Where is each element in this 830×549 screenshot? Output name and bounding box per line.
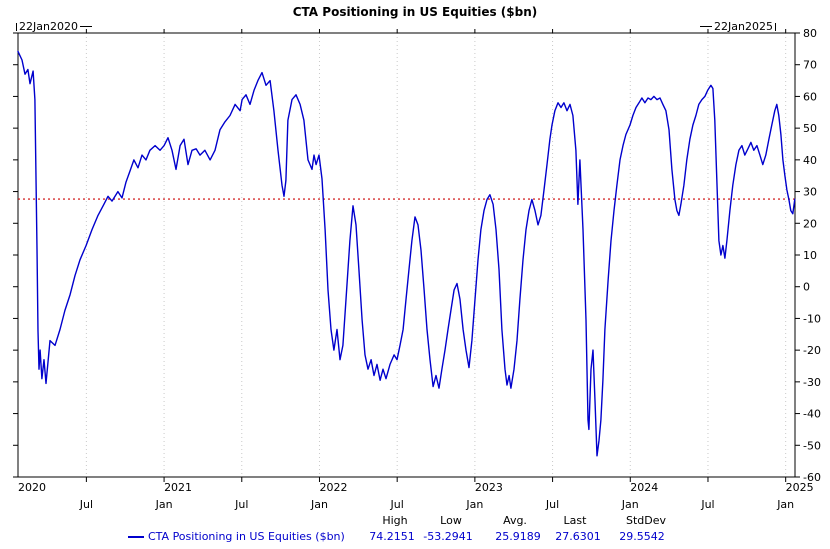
stat-header-avg: Avg.	[503, 514, 527, 527]
end-date-tick-mark	[774, 22, 776, 31]
plot-frame	[17, 32, 796, 478]
svg-text:Jul: Jul	[234, 498, 248, 511]
svg-text:70: 70	[803, 59, 817, 72]
svg-text:Jan: Jan	[465, 498, 483, 511]
stat-header-last: Last	[563, 514, 587, 527]
svg-text:-60: -60	[803, 471, 821, 484]
y-axis-labels: 80 70 60 50 40 30 20 10 0 -10 -20 -30 -40 -50 -60	[13, 27, 821, 484]
start-date-tick-line	[79, 26, 92, 27]
svg-text:80: 80	[803, 27, 817, 40]
svg-text:40: 40	[803, 154, 817, 167]
svg-text:Jul: Jul	[700, 498, 714, 511]
svg-text:2024: 2024	[630, 481, 658, 494]
svg-text:0: 0	[803, 281, 810, 294]
start-date-label: 22Jan2020	[19, 20, 78, 33]
svg-text:30: 30	[803, 186, 817, 199]
gridlines	[85, 33, 787, 477]
svg-text:2023: 2023	[475, 481, 503, 494]
svg-text:Jul: Jul	[545, 498, 559, 511]
start-date-tick-mark	[16, 22, 17, 31]
stat-value-low: -53.2941	[423, 530, 473, 543]
svg-text:50: 50	[803, 122, 817, 135]
svg-text:Jan: Jan	[155, 498, 173, 511]
stat-header-low: Low	[440, 514, 462, 527]
stat-header-stddev: StdDev	[625, 514, 667, 527]
stat-value-avg: 25.9189	[495, 530, 541, 543]
svg-text:10: 10	[803, 249, 817, 262]
svg-text:-10: -10	[803, 312, 821, 325]
svg-text:2021: 2021	[164, 481, 192, 494]
svg-text:20: 20	[803, 217, 817, 230]
svg-text:-20: -20	[803, 344, 821, 357]
start-date-annotation: 22Jan2020	[16, 20, 92, 33]
svg-text:2022: 2022	[319, 481, 347, 494]
svg-text:Jan: Jan	[310, 498, 328, 511]
stat-value-stddev: 29.5542	[619, 530, 665, 543]
legend-series-label: CTA Positioning in US Equities ($bn)	[148, 530, 345, 543]
stat-value-last: 27.6301	[555, 530, 601, 543]
end-date-annotation: 22Jan2025	[700, 20, 776, 33]
svg-text:2020: 2020	[18, 481, 46, 494]
svg-text:Jul: Jul	[79, 498, 93, 511]
svg-text:60: 60	[803, 90, 817, 103]
svg-text:2025: 2025	[786, 481, 814, 494]
svg-text:-50: -50	[803, 439, 821, 452]
x-axis-labels: Jul Jan Jul Jan Jul Jan Jul Jan Jul Jan 2020 2021 20…	[18, 29, 814, 511]
svg-text:Jan: Jan	[621, 498, 639, 511]
stat-value-high: 74.2151	[369, 530, 415, 543]
svg-text:Jan: Jan	[776, 498, 794, 511]
end-date-label: 22Jan2025	[714, 20, 773, 33]
stat-header-high: High	[382, 514, 408, 527]
legend-cta-series: CTA Positioning in US Equities ($bn)	[128, 530, 345, 543]
chart-title: CTA Positioning in US Equities ($bn)	[292, 5, 538, 19]
svg-text:-40: -40	[803, 408, 821, 421]
legend-line-sample-icon	[128, 535, 144, 538]
end-date-tick-line	[700, 26, 712, 27]
svg-text:-30: -30	[803, 376, 821, 389]
cta-series-line	[17, 50, 796, 457]
svg-text:Jul: Jul	[390, 498, 404, 511]
